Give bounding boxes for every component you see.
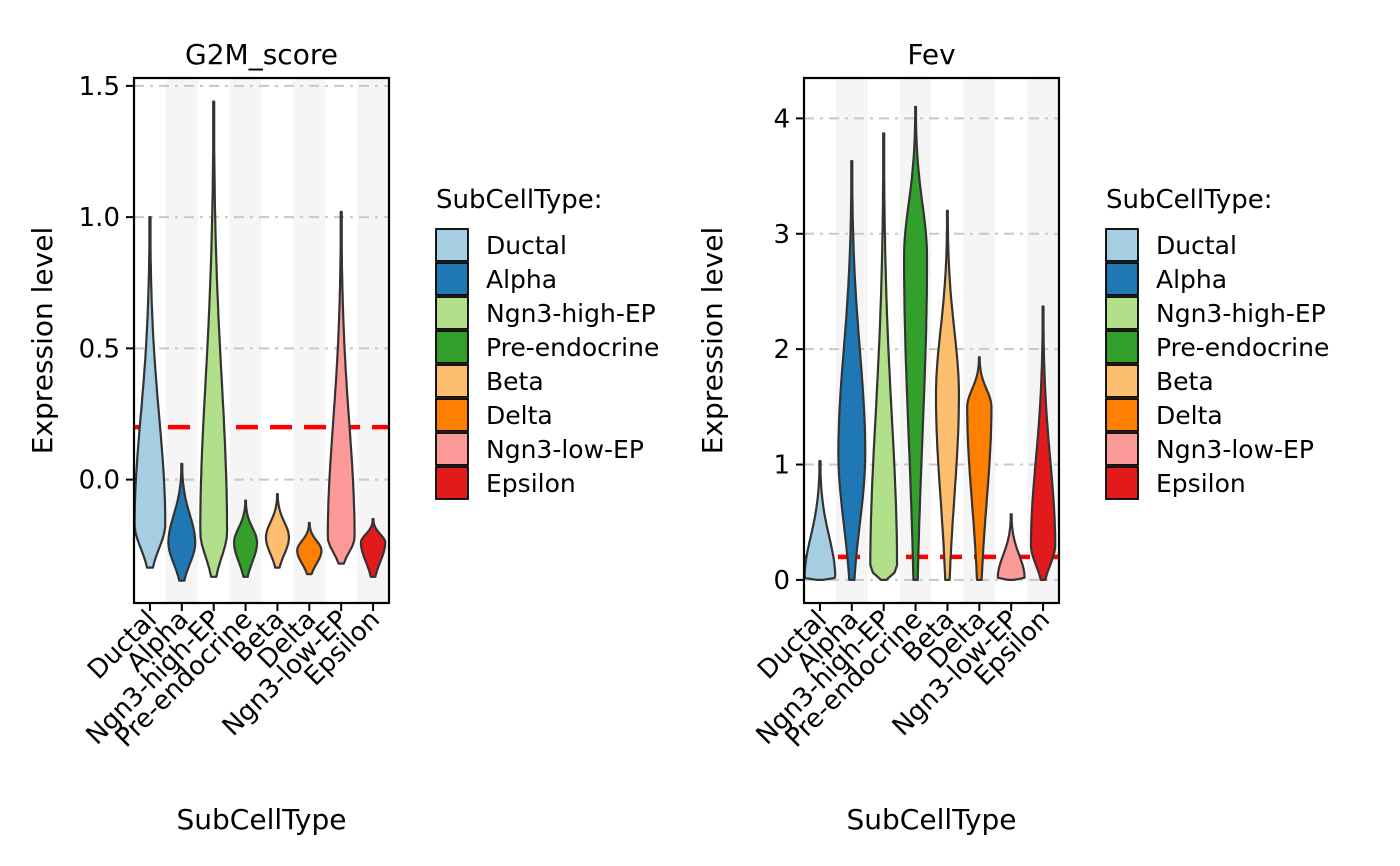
y-tick-label: 4 xyxy=(773,104,790,134)
legend-swatch xyxy=(1105,296,1139,330)
legend-label: Beta xyxy=(1156,367,1214,396)
legend-item-pre-endocrine: Pre-endocrine xyxy=(1105,330,1329,364)
stripe-delta xyxy=(293,78,326,603)
chart-title: G2M_score xyxy=(185,38,338,71)
legend-label: Delta xyxy=(486,401,553,430)
legend-swatch xyxy=(435,330,469,364)
y-tick-label: 0.5 xyxy=(79,334,120,364)
legend-item-alpha: Alpha xyxy=(1105,262,1227,296)
background-stripes xyxy=(165,78,389,603)
legend-title: SubCellType: xyxy=(1106,185,1273,215)
legend-swatch xyxy=(1105,398,1139,432)
legend-label: Pre-endocrine xyxy=(1156,333,1329,362)
legend-label: Ductal xyxy=(1156,231,1237,260)
legend-swatch xyxy=(1105,466,1139,500)
panel-fev: 01234DuctalAlphaNgn3-high-EPPre-endocrin… xyxy=(696,38,1329,836)
violin-beta xyxy=(934,209,960,581)
violin-epsilon xyxy=(359,517,387,578)
violin-ngn3-high-ep xyxy=(199,100,229,578)
legend-item-epsilon: Epsilon xyxy=(1105,466,1246,500)
x-axis: DuctalAlphaNgn3-high-EPPre-endocrineBeta… xyxy=(751,603,1056,753)
legend-label: Epsilon xyxy=(1156,469,1246,498)
legend-swatch xyxy=(435,364,469,398)
legend-item-beta: Beta xyxy=(1105,364,1214,398)
legend-label: Beta xyxy=(486,367,544,396)
y-tick-label: 2 xyxy=(773,335,790,365)
stripe-epsilon xyxy=(357,78,389,603)
legend-title: SubCellType: xyxy=(436,185,603,215)
legend-swatch xyxy=(1105,228,1139,262)
legend-swatch xyxy=(435,398,469,432)
y-axis: 0 1 2 3 4 xyxy=(773,104,804,596)
y-tick-label: 1.0 xyxy=(79,203,120,233)
y-axis-label: Expression level xyxy=(26,227,59,454)
legend-swatch xyxy=(435,262,469,296)
y-tick-label: 1.5 xyxy=(79,72,120,102)
legend-item-ngn3-high-ep: Ngn3-high-EP xyxy=(1105,296,1326,330)
violin-pre-endocrine xyxy=(233,499,259,578)
violin-ductal xyxy=(803,460,837,581)
y-tick-label: 1 xyxy=(773,451,790,481)
legend-item-alpha: Alpha xyxy=(435,262,557,296)
violins xyxy=(803,105,1057,581)
legend-label: Ngn3-low-EP xyxy=(486,435,644,464)
violin-beta xyxy=(264,493,290,569)
legend: SubCellType: Ductal Alpha Ngn3-high-EP Pre-e… xyxy=(435,185,659,500)
legend-label: Delta xyxy=(1156,401,1223,430)
legend-item-ngn3-low-ep: Ngn3-low-EP xyxy=(1105,432,1314,466)
x-axis-label: SubCellType xyxy=(847,803,1017,836)
y-axis: 0.0 0.5 1.0 1.5 xyxy=(79,72,134,496)
legend-swatch xyxy=(1105,262,1139,296)
violin-ngn3-low-ep xyxy=(996,513,1026,581)
gridlines xyxy=(134,84,389,481)
legend-swatch xyxy=(1105,432,1139,466)
legend-label: Epsilon xyxy=(486,469,576,498)
violin-alpha xyxy=(837,160,867,581)
violin-delta xyxy=(966,356,993,581)
legend-item-epsilon: Epsilon xyxy=(435,466,576,500)
legend-label: Alpha xyxy=(1156,265,1227,294)
legend-item-delta: Delta xyxy=(435,398,553,432)
legend-swatch xyxy=(435,228,469,262)
legend-label: Ductal xyxy=(486,231,567,260)
legend-item-ductal: Ductal xyxy=(435,228,567,262)
chart-title: Fev xyxy=(907,38,955,71)
violin-ngn3-low-ep xyxy=(326,210,356,565)
violin-pre-endocrine xyxy=(903,105,929,581)
legend-label: Pre-endocrine xyxy=(486,333,659,362)
violin-alpha xyxy=(167,462,197,582)
violin-delta xyxy=(296,521,323,576)
panel-g2m-score: 0.00.51.01.5DuctalAlphaNgn3-high-EPPre-e… xyxy=(26,38,659,836)
violin-ductal xyxy=(133,216,167,569)
y-tick-label: 0.0 xyxy=(79,466,120,496)
legend-label: Ngn3-low-EP xyxy=(1156,435,1314,464)
legend-item-delta: Delta xyxy=(1105,398,1223,432)
legend-label: Ngn3-high-EP xyxy=(486,299,656,328)
violin-ngn3-high-ep xyxy=(869,132,899,581)
legend: SubCellType: Ductal Alpha Ngn3-high-EP Pre-e… xyxy=(1105,185,1329,500)
panel-border xyxy=(802,76,1061,605)
legend-item-pre-endocrine: Pre-endocrine xyxy=(435,330,659,364)
y-tick-label: 3 xyxy=(773,220,790,250)
violins xyxy=(133,100,387,582)
legend-swatch xyxy=(435,432,469,466)
y-tick-label: 0 xyxy=(773,566,790,596)
legend-swatch xyxy=(435,296,469,330)
legend-item-beta: Beta xyxy=(435,364,544,398)
legend-item-ngn3-high-ep: Ngn3-high-EP xyxy=(435,296,656,330)
legend-item-ngn3-low-ep: Ngn3-low-EP xyxy=(435,432,644,466)
x-axis-label: SubCellType xyxy=(177,803,347,836)
legend-swatch xyxy=(435,466,469,500)
legend-swatch xyxy=(1105,364,1139,398)
legend-label: Ngn3-high-EP xyxy=(1156,299,1326,328)
legend-item-ductal: Ductal xyxy=(1105,228,1237,262)
legend-label: Alpha xyxy=(486,265,557,294)
violin-epsilon xyxy=(1029,305,1057,581)
panel-border xyxy=(132,76,391,605)
y-axis-label: Expression level xyxy=(696,227,729,454)
legend-swatch xyxy=(1105,330,1139,364)
x-axis: DuctalAlphaNgn3-high-EPPre-endocrineBeta… xyxy=(81,603,386,753)
